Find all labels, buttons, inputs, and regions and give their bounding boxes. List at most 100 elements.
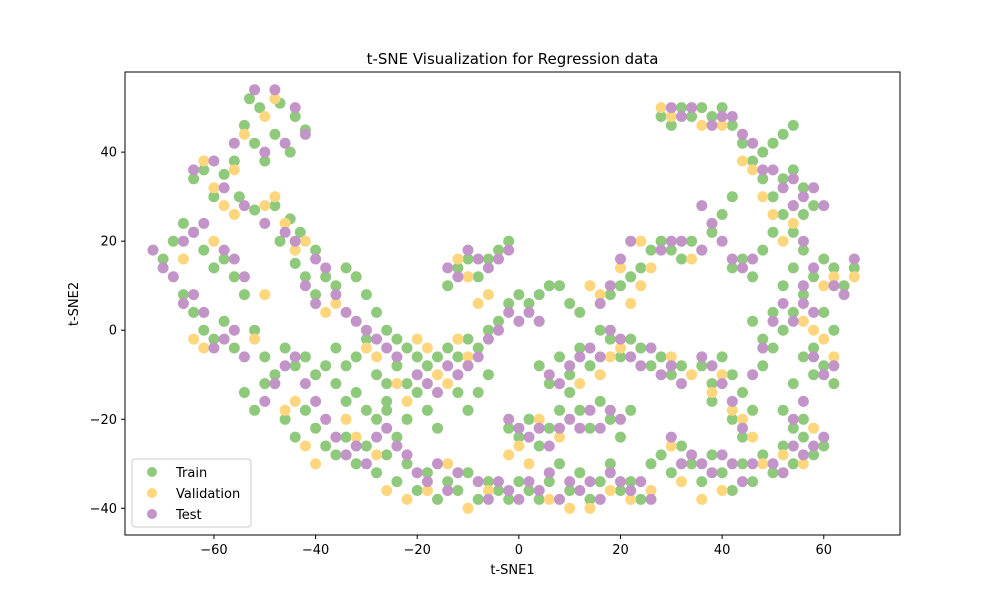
point-train [289,111,301,122]
point-train [254,102,266,114]
point-test [594,298,606,309]
point-validation [198,342,210,354]
point-test [604,404,616,416]
point-test [808,306,820,318]
point-validation [513,440,525,452]
point-test [808,440,820,452]
point-train [284,146,296,158]
point-validation [523,458,535,470]
point-validation [320,306,332,318]
point-train [381,395,393,407]
point-test [838,289,850,301]
point-train [330,280,342,292]
point-train [371,413,383,425]
point-validation [381,485,393,496]
point-test [584,476,596,488]
point-train [350,458,362,470]
point-test [482,333,494,345]
point-train [381,404,393,416]
x-tick-label: 60 [815,543,832,558]
point-test [615,413,626,425]
point-train [228,271,240,283]
point-test [279,137,291,149]
point-validation [808,324,820,336]
point-validation [635,235,647,247]
point-test [523,431,535,443]
point-test [797,395,809,407]
point-test [228,324,240,336]
point-test [472,351,484,363]
point-validation [401,395,413,407]
point-test [848,253,860,265]
point-train [655,235,667,247]
x-tick-label: 0 [515,543,523,558]
point-validation [676,476,687,488]
point-test [554,493,565,505]
point-test [604,467,616,479]
point-validation [625,298,637,309]
point-validation [574,378,586,390]
point-train [543,378,555,390]
point-train [381,378,393,390]
point-train [543,476,555,488]
point-test [228,137,240,149]
point-train [371,306,383,318]
point-test [716,235,728,247]
point-validation [299,440,311,452]
point-train [482,324,494,336]
point-validation [737,155,748,167]
point-train [787,262,799,274]
point-train [371,467,383,479]
point-test [371,333,383,345]
point-test [797,235,809,247]
point-test [147,244,159,256]
point-train [747,404,759,416]
point-train [716,102,728,114]
point-test [635,476,647,488]
point-validation [198,155,210,167]
point-validation [767,209,779,220]
point-train [533,289,545,301]
point-test [604,280,616,292]
point-train [198,324,210,336]
point-test [493,324,504,336]
point-validation [848,271,860,283]
point-validation [655,102,667,114]
point-test [177,298,189,309]
point-train [249,404,261,416]
point-train [828,378,840,390]
point-test [218,182,230,194]
point-test [737,476,748,488]
point-test [391,440,403,452]
point-test [625,351,637,363]
point-train [299,404,311,416]
point-train [218,315,230,327]
point-train [330,449,342,461]
point-train [543,422,555,434]
x-tick-label: −60 [200,543,227,558]
point-validation [269,191,281,203]
point-validation [188,333,200,345]
point-test [381,342,393,354]
point-test [513,493,525,505]
point-test [259,217,271,229]
point-test [442,262,454,274]
point-test [797,449,809,461]
point-test [696,351,708,363]
point-test [676,458,687,470]
point-test [696,200,708,212]
point-train [706,378,718,390]
point-test [818,431,830,443]
point-validation [218,200,230,212]
x-tick-label: −20 [403,543,430,558]
point-validation [818,333,830,345]
point-train [808,342,820,354]
point-validation [442,378,454,390]
point-validation [452,253,464,265]
point-train [533,493,545,505]
point-test [554,378,565,390]
point-train [604,413,616,425]
point-validation [289,395,301,407]
point-test [655,244,667,256]
point-test [462,360,474,372]
